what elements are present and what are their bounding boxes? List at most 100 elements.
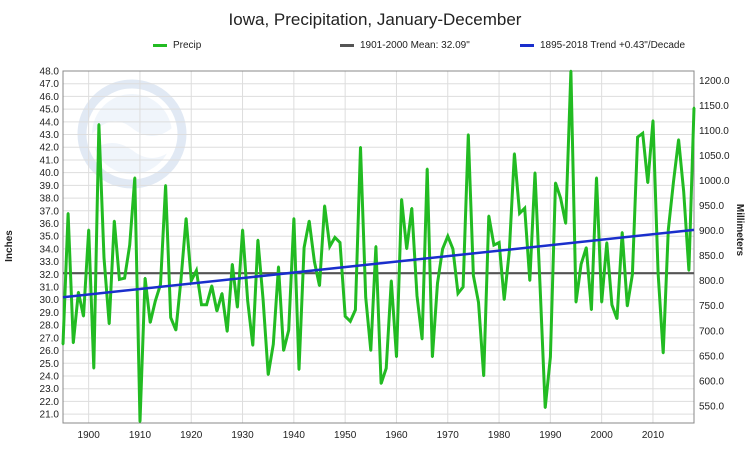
precip-point[interactable] — [66, 212, 70, 215]
precip-point[interactable] — [215, 309, 219, 313]
precip-point[interactable] — [446, 234, 449, 238]
precip-point[interactable] — [87, 228, 90, 232]
precip-point[interactable] — [631, 273, 634, 276]
precip-point[interactable] — [600, 301, 603, 304]
precip-point[interactable] — [231, 262, 234, 266]
precip-point[interactable] — [118, 278, 121, 281]
precip-point[interactable] — [77, 290, 80, 294]
precip-point[interactable] — [374, 245, 378, 248]
precip-point[interactable] — [338, 241, 342, 244]
precip-point[interactable] — [302, 246, 306, 249]
precip-point[interactable] — [651, 119, 655, 122]
precip-point[interactable] — [159, 283, 162, 286]
precip-point[interactable] — [308, 219, 311, 223]
precip-point[interactable] — [133, 176, 137, 179]
precip-point[interactable] — [225, 330, 229, 333]
precip-point[interactable] — [297, 368, 301, 371]
precip-point[interactable] — [395, 355, 398, 359]
precip-point[interactable] — [656, 271, 660, 275]
precip-point[interactable] — [174, 329, 178, 332]
precip-point[interactable] — [472, 274, 475, 277]
precip-point[interactable] — [523, 207, 526, 210]
precip-point[interactable] — [549, 355, 552, 359]
precip-point[interactable] — [579, 262, 583, 266]
precip-point[interactable] — [343, 315, 347, 318]
precip-point[interactable] — [626, 304, 629, 308]
precip-point[interactable] — [405, 247, 408, 251]
precip-point[interactable] — [595, 176, 598, 179]
precip-point[interactable] — [323, 204, 326, 207]
precip-point[interactable] — [369, 349, 373, 352]
precip-point[interactable] — [482, 374, 485, 378]
precip-point[interactable] — [195, 269, 198, 272]
precip-point[interactable] — [477, 301, 480, 304]
precip-point[interactable] — [528, 279, 532, 282]
precip-point[interactable] — [533, 171, 537, 174]
precip-point[interactable] — [436, 282, 439, 285]
precip-point[interactable] — [200, 303, 203, 307]
precip-point[interactable] — [451, 247, 455, 251]
precip-point[interactable] — [564, 222, 567, 225]
precip-point[interactable] — [677, 138, 680, 141]
precip-point[interactable] — [97, 123, 101, 126]
precip-point[interactable] — [415, 294, 419, 298]
precip-point[interactable] — [692, 106, 696, 110]
precip-point[interactable] — [190, 279, 193, 282]
legend-item-mean[interactable]: 1901-2000 Mean: 32.09" — [340, 40, 470, 51]
precip-point[interactable] — [272, 343, 275, 346]
precip-point[interactable] — [667, 228, 670, 232]
precip-point[interactable] — [585, 246, 588, 249]
precip-point[interactable] — [426, 167, 429, 171]
precip-point[interactable] — [420, 337, 424, 341]
precip-point[interactable] — [641, 132, 644, 135]
precip-point[interactable] — [287, 329, 290, 332]
precip-point[interactable] — [590, 308, 593, 312]
precip-point[interactable] — [123, 276, 126, 280]
legend-item-trend[interactable]: 1895-2018 Trend +0.43"/Decade — [520, 40, 685, 51]
precip-point[interactable] — [456, 292, 460, 295]
precip-point[interactable] — [364, 295, 367, 299]
precip-point[interactable] — [256, 238, 260, 242]
precip-point[interactable] — [574, 301, 578, 304]
precip-point[interactable] — [318, 284, 321, 287]
precip-point[interactable] — [554, 181, 557, 185]
precip-point[interactable] — [282, 349, 285, 352]
precip-point[interactable] — [210, 284, 213, 287]
precip-point[interactable] — [128, 243, 131, 247]
precip-point[interactable] — [261, 298, 265, 301]
precip-point[interactable] — [497, 241, 501, 244]
legend-item-precip[interactable]: Precip — [153, 40, 201, 51]
precip-point[interactable] — [461, 285, 465, 289]
precip-point[interactable] — [354, 308, 357, 312]
precip-point[interactable] — [359, 146, 362, 149]
precip-point[interactable] — [328, 245, 331, 248]
precip-point[interactable] — [441, 247, 444, 251]
precip-point[interactable] — [149, 321, 152, 324]
precip-point[interactable] — [333, 236, 337, 239]
precip-point[interactable] — [410, 207, 414, 210]
precip-point[interactable] — [143, 276, 147, 280]
precip-point[interactable] — [513, 152, 516, 155]
precip-point[interactable] — [92, 367, 95, 370]
precip-point[interactable] — [236, 306, 239, 309]
precip-point[interactable] — [179, 278, 183, 281]
precip-point[interactable] — [682, 190, 685, 193]
precip-point[interactable] — [220, 292, 224, 295]
precip-point[interactable] — [662, 351, 665, 355]
precip-point[interactable] — [292, 217, 296, 220]
precip-point[interactable] — [569, 69, 573, 73]
precip-point[interactable] — [538, 285, 542, 289]
precip-point[interactable] — [102, 256, 106, 260]
precip-point[interactable] — [169, 316, 172, 319]
precip-point[interactable] — [620, 231, 624, 234]
precip-point[interactable] — [246, 299, 249, 303]
precip-point[interactable] — [467, 133, 470, 136]
precip-point[interactable] — [559, 196, 562, 200]
precip-point[interactable] — [107, 322, 111, 326]
precip-point[interactable] — [277, 265, 280, 268]
precip-point[interactable] — [313, 260, 316, 263]
precip-point[interactable] — [431, 355, 434, 359]
precip-point[interactable] — [138, 420, 142, 423]
precip-point[interactable] — [349, 320, 352, 323]
precip-point[interactable] — [267, 373, 270, 376]
